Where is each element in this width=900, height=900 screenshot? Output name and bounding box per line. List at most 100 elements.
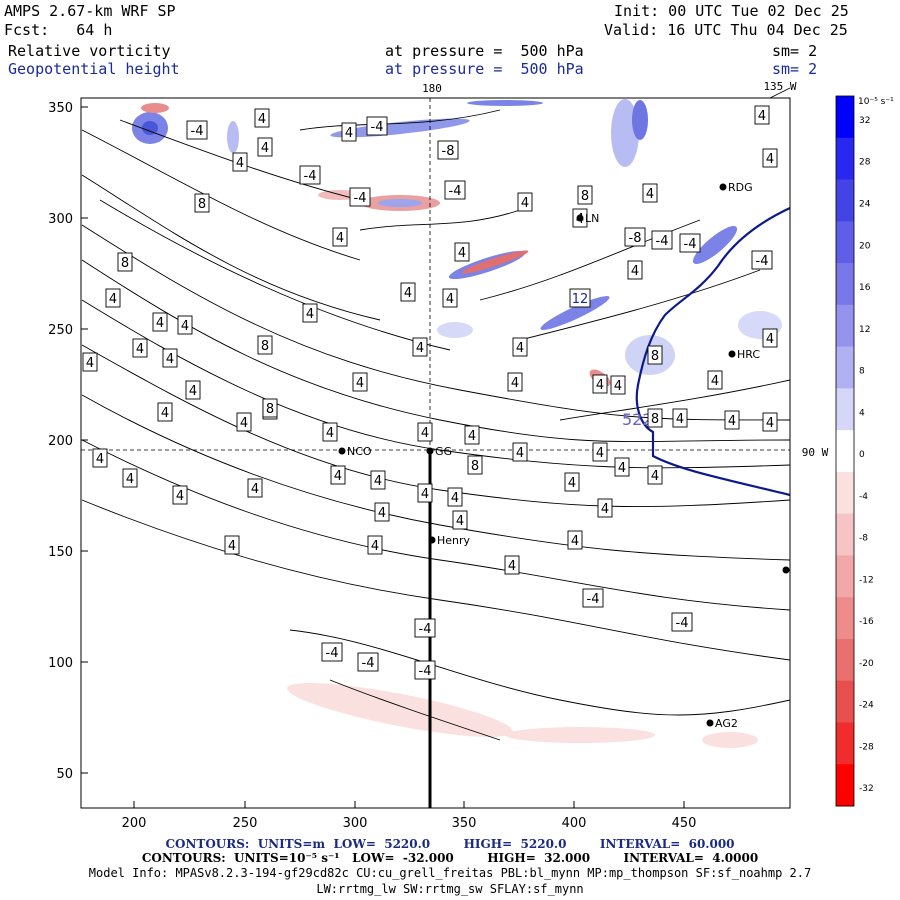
valid-time: Valid: 16 UTC Thu 04 Dec 25 (604, 21, 848, 39)
svg-text:8: 8 (121, 256, 129, 271)
vorticity-label: 4 (157, 402, 173, 422)
colorbar-segment (836, 513, 854, 556)
svg-text:8: 8 (198, 197, 206, 212)
vorticity-label: 4 (122, 468, 138, 488)
vorticity-label: 4 (82, 352, 98, 372)
model-info-physics: LW:rrtmg_lw SW:rrtmg_sw SFLAY:sf_mynn (316, 882, 584, 896)
positive-vorticity-patch (611, 99, 639, 167)
contours-vorticity-info: CONTOURS: UNITS=10⁻⁵ s⁻¹ LOW= -32.000 HI… (141, 851, 759, 865)
colorbar-label: -4 (859, 492, 868, 502)
svg-text:4: 4 (261, 141, 269, 156)
colorbar-label: 24 (859, 200, 871, 210)
station-rdg: RDG (719, 181, 753, 194)
y-tick-label: 100 (48, 656, 73, 671)
svg-text:4: 4 (676, 412, 684, 427)
positive-vorticity-band (540, 296, 610, 330)
svg-text:4: 4 (156, 316, 164, 331)
field1-level: at pressure = 500 hPa (385, 42, 584, 60)
y-tick-label: 300 (48, 212, 73, 227)
vorticity-label: 4 (762, 148, 778, 168)
svg-text:4: 4 (240, 416, 248, 431)
colorbar-label: -24 (859, 701, 874, 711)
svg-text:4: 4 (766, 152, 774, 167)
svg-text:HRC: HRC (737, 348, 760, 361)
meridian-label: 180 (422, 82, 442, 95)
svg-text:4: 4 (181, 319, 189, 334)
svg-text:4: 4 (345, 126, 353, 141)
station-nco: NCO (338, 445, 372, 458)
svg-text:4: 4 (766, 332, 774, 347)
colorbar-segment (836, 346, 854, 389)
station-gg: GG (426, 445, 452, 458)
vorticity-label: 4 (152, 312, 168, 332)
colorbar-label: 12 (859, 325, 870, 335)
negative-vorticity-patch (702, 732, 758, 748)
vorticity-label: 4 (92, 448, 108, 468)
svg-text:4: 4 (326, 426, 334, 441)
x-tick-label: 300 (343, 816, 368, 831)
colorbar-segment (836, 597, 854, 640)
vorticity-label: 4 (642, 183, 658, 203)
station-ln: LN (576, 212, 599, 225)
vorticity-label: 4 (172, 485, 188, 505)
vorticity-label: 4 (352, 372, 368, 392)
vorticity-label: 4 (724, 410, 740, 430)
svg-text:4: 4 (258, 112, 266, 127)
colorbar-segment (836, 471, 854, 515)
vorticity-label: 12 (569, 288, 591, 308)
vorticity-label: -4 (444, 180, 466, 200)
vorticity-label: 4 (257, 137, 273, 157)
svg-text:4: 4 (126, 472, 134, 487)
svg-text:4: 4 (161, 406, 169, 421)
svg-text:-4: -4 (304, 169, 317, 184)
svg-text:4: 4 (521, 196, 529, 211)
vorticity-label: 4 (597, 498, 613, 518)
svg-text:-4: -4 (449, 184, 462, 199)
colorbar-label: -28 (859, 742, 874, 752)
vorticity-label: -4 (299, 165, 321, 185)
svg-text:4: 4 (251, 482, 259, 497)
svg-text:-4: -4 (756, 254, 769, 269)
svg-text:NCO: NCO (347, 445, 372, 458)
svg-text:4: 4 (378, 506, 386, 521)
svg-text:LN: LN (585, 212, 599, 225)
vorticity-label: 4 (627, 260, 643, 280)
svg-text:4: 4 (96, 452, 104, 467)
svg-text:4: 4 (468, 429, 476, 444)
vorticity-label: 4 (452, 510, 468, 530)
colorbar-label: 32 (859, 116, 870, 126)
negative-vorticity-band (461, 250, 529, 274)
vorticity-labels: -4 4 4 -4 4 4 -8 -4 -4 8 4 -4 8 4 4 -8 -4 -4 4 4 4 8 4 -4 4 4 4 4 12… (82, 105, 778, 680)
vorticity-label: 4 (370, 470, 386, 490)
vorticity-label: -4 (414, 618, 436, 638)
vorticity-label: -4 (651, 230, 673, 250)
meridian-label: 135 W (763, 80, 796, 93)
vorticity-label: 4 (247, 478, 263, 498)
svg-text:4: 4 (166, 352, 174, 367)
svg-text:4: 4 (421, 426, 429, 441)
vorticity-label: -4 (414, 660, 436, 680)
svg-text:4: 4 (728, 414, 736, 429)
svg-text:4: 4 (446, 292, 454, 307)
meridian-label: 90 W (802, 446, 829, 459)
svg-text:4: 4 (516, 446, 524, 461)
station-unlabeled (782, 566, 790, 574)
vorticity-label: -8 (437, 140, 459, 160)
colorbar-segment (836, 96, 854, 139)
svg-text:4: 4 (176, 489, 184, 504)
svg-text:-8: -8 (629, 231, 642, 246)
vorticity-label: 4 (224, 535, 240, 555)
vorticity-label: 4 (374, 502, 390, 522)
vorticity-label: 4 (707, 370, 723, 390)
positive-vorticity-core (142, 121, 158, 135)
vorticity-label: 4 (332, 227, 348, 247)
field2-name: Geopotential height (8, 60, 180, 78)
field1-smoothing: sm= 2 (772, 42, 818, 60)
colorbar-segment (836, 263, 854, 306)
svg-text:4: 4 (711, 374, 719, 389)
station-henry: Henry (428, 534, 471, 547)
stations: RDG LN HRC NCO GG Henry AG2 (338, 181, 790, 730)
vorticity-label: -4 (671, 612, 693, 632)
field1-name: Relative vorticity (8, 42, 171, 60)
